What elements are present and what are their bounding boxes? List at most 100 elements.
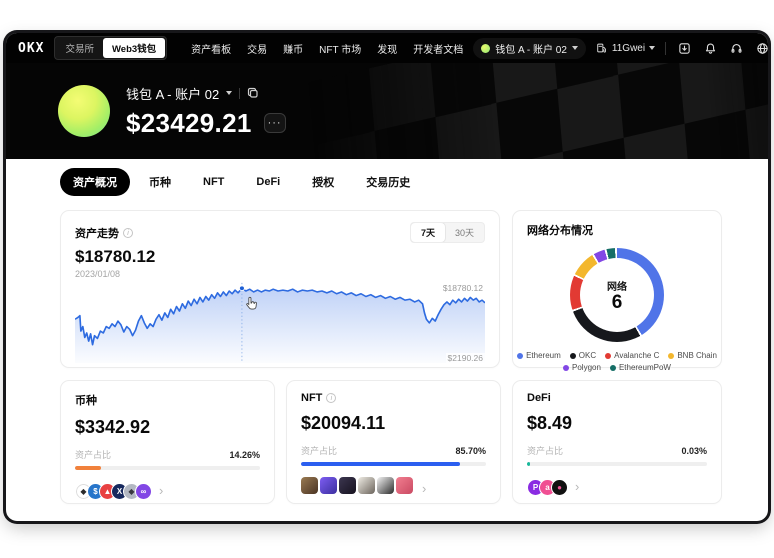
legend-dot xyxy=(569,352,576,359)
chevron-right-icon[interactable]: › xyxy=(159,483,164,498)
nft-summary-card: NFT $20094.11 资产占比 85.70% › xyxy=(286,380,501,504)
nft-thumbs xyxy=(301,477,415,499)
nav-link-dashboard[interactable]: 资产看板 xyxy=(191,44,232,56)
legend-item: Ethereum xyxy=(517,351,561,360)
legend-item: BNB Chain xyxy=(668,351,717,360)
card-title: 币种 xyxy=(75,395,97,407)
nav-link-trade[interactable]: 交易 xyxy=(247,44,268,56)
card-title: DeFi xyxy=(527,392,551,404)
range-toggle: 7天 30天 xyxy=(409,222,485,243)
trend-line-chart xyxy=(75,282,485,363)
wallet-name: 钱包 A - 账户 02 xyxy=(126,86,220,102)
polygon-token-icon: ∞ xyxy=(135,483,152,500)
headset-icon xyxy=(731,43,742,53)
wallet-info: 钱包 A - 账户 02 $23429.21 ··· xyxy=(126,84,286,139)
okx-logo[interactable]: OKX xyxy=(18,40,45,56)
nft-thumb-2-icon xyxy=(320,477,337,494)
gas-value: 11Gwei xyxy=(611,42,646,54)
ratio-value: 14.26% xyxy=(229,449,260,460)
info-icon[interactable] xyxy=(123,227,133,238)
nft-thumb-1-icon xyxy=(301,477,318,494)
download-icon xyxy=(678,42,690,54)
notifications-button[interactable] xyxy=(702,40,718,56)
progress-track xyxy=(301,462,486,466)
progress-bar xyxy=(527,462,531,466)
tab-nft[interactable]: NFT xyxy=(203,176,225,188)
range-30d-button[interactable]: 30天 xyxy=(454,228,474,238)
main-content: 资产走势 7天 30天 $18780.12 2023/01/08 xyxy=(6,204,768,504)
globe-icon xyxy=(756,42,768,54)
legend-dot xyxy=(668,352,675,359)
ratio-label: 资产占比 xyxy=(301,446,338,456)
nav-link-developer-docs[interactable]: 开发者文档 xyxy=(413,44,464,56)
ratio-label: 资产占比 xyxy=(75,450,112,460)
info-icon[interactable] xyxy=(326,393,337,403)
trend-title: 资产走势 xyxy=(75,227,119,240)
chevron-right-icon[interactable]: › xyxy=(422,480,427,496)
ratio-value: 85.70% xyxy=(455,445,486,456)
account-selector[interactable]: 钱包 A - 账户 02 xyxy=(473,37,586,59)
divider xyxy=(665,41,667,55)
nft-thumb-6-icon xyxy=(396,477,413,494)
progress-track xyxy=(75,466,260,470)
trend-current-value: $18780.12 xyxy=(75,247,156,266)
product-toggle: 交易所 Web3钱包 xyxy=(54,36,168,60)
wallet-balance: $23429.21 xyxy=(126,107,252,138)
nft-thumb-4-icon xyxy=(358,477,375,494)
asset-tabs: 资产概况 币种 NFT DeFi 授权 交易历史 xyxy=(6,159,768,204)
donut-center-value: 6 xyxy=(611,291,623,313)
chevron-right-icon[interactable]: › xyxy=(575,479,580,494)
tab-tokens[interactable]: 币种 xyxy=(149,177,171,189)
asset-trend-card: 资产走势 7天 30天 $18780.12 2023/01/08 xyxy=(60,210,500,368)
divider xyxy=(239,87,241,99)
range-7d-button[interactable]: 7天 xyxy=(410,223,445,242)
gas-price[interactable]: 11Gwei xyxy=(596,42,656,54)
legend-item: EthereumPoW xyxy=(609,363,671,372)
tab-asset-overview[interactable]: 资产概况 xyxy=(60,168,130,196)
language-button[interactable] xyxy=(754,40,768,56)
top-navbar: OKX 交易所 Web3钱包 资产看板 交易 赚币 NFT 市场 发现 开发者文… xyxy=(6,33,768,63)
copy-address-button[interactable] xyxy=(247,87,259,99)
account-avatar-dot xyxy=(481,43,491,53)
nav-links: 资产看板 交易 赚币 NFT 市场 发现 开发者文档 xyxy=(191,41,463,56)
donut-center-label: 网络 xyxy=(607,281,627,293)
hand-cursor-icon xyxy=(245,296,258,311)
trend-current-date: 2023/01/08 xyxy=(75,269,121,279)
token-icons-row[interactable]: ◆ $ ▲ X ◆ ∞ › xyxy=(75,481,260,500)
ratio-label: 资产占比 xyxy=(527,446,564,456)
more-button[interactable]: ··· xyxy=(263,113,286,133)
chevron-down-icon xyxy=(649,46,656,50)
legend-dot xyxy=(609,364,616,371)
bell-icon xyxy=(705,42,715,54)
chevron-down-icon xyxy=(571,46,578,50)
toggle-web3-wallet[interactable]: Web3钱包 xyxy=(103,38,166,58)
tab-defi[interactable]: DeFi xyxy=(256,176,281,188)
legend-dot xyxy=(563,364,570,371)
tab-history[interactable]: 交易历史 xyxy=(366,177,411,189)
legend-dot xyxy=(605,352,612,359)
browser-window: OKX 交易所 Web3钱包 资产看板 交易 赚币 NFT 市场 发现 开发者文… xyxy=(6,33,768,521)
gas-pump-icon xyxy=(597,43,606,53)
card-title: NFT xyxy=(301,392,323,404)
download-app-button[interactable] xyxy=(676,40,692,56)
nav-link-earn[interactable]: 赚币 xyxy=(283,44,304,56)
nft-thumbs-row[interactable]: › xyxy=(301,477,486,499)
nft-value: $20094.11 xyxy=(301,413,386,433)
nav-link-discover[interactable]: 发现 xyxy=(377,44,398,56)
legend-item: Polygon xyxy=(563,363,601,372)
nav-link-nft-market[interactable]: NFT 市场 xyxy=(319,44,362,56)
defi-protocol-3-icon: ● xyxy=(551,479,568,496)
tab-approvals[interactable]: 授权 xyxy=(312,177,335,189)
toggle-exchange[interactable]: 交易所 xyxy=(65,44,94,55)
wallet-avatar[interactable] xyxy=(58,85,110,137)
support-button[interactable] xyxy=(728,40,744,56)
ratio-value: 0.03% xyxy=(681,445,707,456)
chevron-down-icon[interactable] xyxy=(226,91,233,95)
chart-max-label: $18780.12 xyxy=(440,283,485,293)
network-legend: Ethereum OKC Avalanche C BNB Chain Polyg… xyxy=(517,351,717,372)
account-label: 钱包 A - 账户 02 xyxy=(495,44,567,56)
trend-chart[interactable]: $18780.12 $2190.26 xyxy=(75,281,485,363)
